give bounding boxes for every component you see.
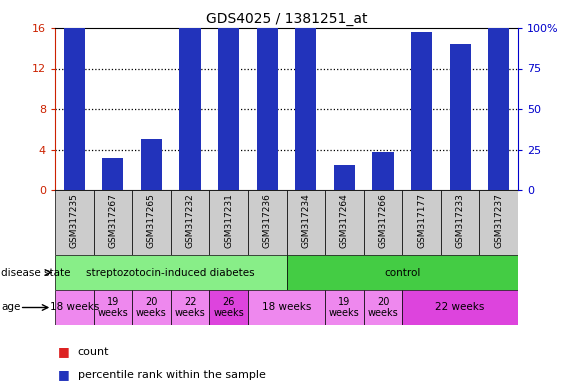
FancyBboxPatch shape [209,190,248,255]
FancyBboxPatch shape [287,190,325,255]
FancyBboxPatch shape [55,255,287,290]
Bar [334,165,355,190]
FancyBboxPatch shape [325,290,364,325]
Bar [449,45,471,190]
Bar [257,0,278,190]
Bar [102,172,123,190]
Bar [372,152,394,190]
Text: 18 weeks: 18 weeks [50,303,99,313]
Bar [218,108,239,190]
Text: GSM317237: GSM317237 [494,193,503,248]
Bar [180,121,200,190]
FancyBboxPatch shape [209,290,248,325]
Text: age: age [1,303,20,313]
Bar [295,119,316,190]
Text: 22 weeks: 22 weeks [435,303,485,313]
Text: 22
weeks: 22 weeks [175,297,205,318]
Bar [141,139,162,190]
FancyBboxPatch shape [287,255,518,290]
Bar [411,32,432,190]
FancyBboxPatch shape [171,290,209,325]
Text: GSM317177: GSM317177 [417,193,426,248]
Text: 26
weeks: 26 weeks [213,297,244,318]
FancyBboxPatch shape [325,190,364,255]
FancyBboxPatch shape [132,190,171,255]
Bar [218,0,239,190]
FancyBboxPatch shape [171,190,209,255]
Text: GSM317232: GSM317232 [186,193,195,248]
Bar [411,127,432,190]
Text: 18 weeks: 18 weeks [262,303,311,313]
Bar [295,19,316,190]
FancyBboxPatch shape [93,190,132,255]
Bar [488,0,510,190]
Bar [257,98,278,190]
Text: streptozotocin-induced diabetes: streptozotocin-induced diabetes [87,268,255,278]
Text: GSM317235: GSM317235 [70,193,79,248]
FancyBboxPatch shape [402,190,441,255]
Text: 20
weeks: 20 weeks [136,297,167,318]
Text: control: control [384,268,421,278]
Text: GSM317231: GSM317231 [224,193,233,248]
FancyBboxPatch shape [364,290,402,325]
Text: percentile rank within the sample: percentile rank within the sample [78,370,265,380]
FancyBboxPatch shape [93,290,132,325]
Bar [488,38,510,190]
Text: GSM317267: GSM317267 [108,193,117,248]
FancyBboxPatch shape [132,290,171,325]
Bar [102,158,123,190]
Bar [334,175,355,190]
Bar [64,0,85,190]
FancyBboxPatch shape [364,190,402,255]
FancyBboxPatch shape [441,190,480,255]
FancyBboxPatch shape [402,290,518,325]
Text: 19
weeks: 19 weeks [97,297,128,318]
Text: GSM317236: GSM317236 [263,193,272,248]
Text: GSM317265: GSM317265 [147,193,156,248]
Text: count: count [78,347,109,357]
FancyBboxPatch shape [248,290,325,325]
Text: GSM317266: GSM317266 [378,193,387,248]
Bar [180,13,200,190]
FancyBboxPatch shape [55,190,93,255]
Text: ■: ■ [58,368,70,381]
Bar [449,134,471,190]
Bar [141,162,162,190]
Text: 20
weeks: 20 weeks [368,297,399,318]
Bar [372,162,394,190]
Text: 19
weeks: 19 weeks [329,297,360,318]
Text: ■: ■ [58,345,70,358]
FancyBboxPatch shape [480,190,518,255]
Text: GSM317264: GSM317264 [340,193,349,248]
Bar [64,68,85,190]
Text: GSM317233: GSM317233 [455,193,464,248]
Text: disease state: disease state [1,268,70,278]
Text: GSM317234: GSM317234 [301,193,310,248]
FancyBboxPatch shape [55,290,93,325]
FancyBboxPatch shape [248,190,287,255]
Text: GDS4025 / 1381251_at: GDS4025 / 1381251_at [205,12,367,25]
